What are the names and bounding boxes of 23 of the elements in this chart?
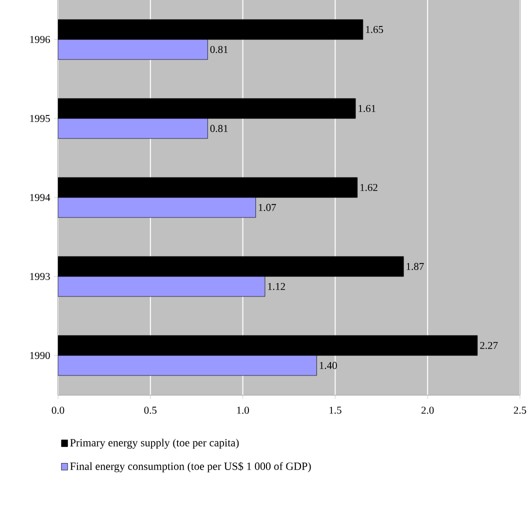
- x-tick-label: 2.5: [514, 406, 526, 414]
- data-label: 0.81: [210, 46, 228, 54]
- data-label: 1.07: [258, 204, 276, 212]
- data-label: 1.65: [366, 26, 384, 34]
- y-tick-label: 1995: [30, 114, 50, 122]
- legend-label: Final energy consumption (toe per US$ 1 000 of GDP): [70, 462, 311, 472]
- data-label: 1.61: [358, 104, 376, 112]
- y-tick-label: 1994: [30, 194, 50, 202]
- legend-label: Primary energy supply (toe per capita): [70, 438, 239, 449]
- y-tick-label: 1990: [30, 352, 50, 360]
- data-label: 1.87: [406, 262, 424, 270]
- data-label: 2.27: [480, 342, 498, 350]
- data-label: 1.62: [360, 184, 378, 192]
- data-label: 1.12: [268, 282, 285, 290]
- data-label: 0.81: [210, 124, 228, 132]
- data-label: 1.40: [320, 362, 337, 370]
- y-tick-label: 1993: [30, 272, 50, 280]
- x-tick-label: 1.0: [237, 406, 249, 414]
- x-tick-label: 1.5: [330, 406, 342, 414]
- y-tick-label: 1996: [30, 36, 50, 44]
- x-tick-label: 0.5: [144, 406, 157, 414]
- x-tick-label: 2.0: [421, 406, 434, 414]
- x-tick-label: 0.0: [52, 406, 64, 414]
